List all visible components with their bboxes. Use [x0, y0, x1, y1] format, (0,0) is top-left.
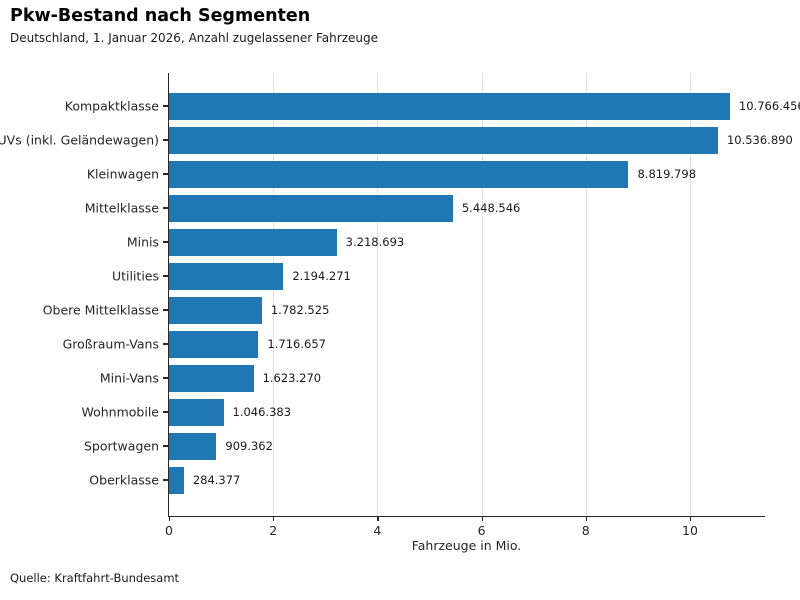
value-label: 1.623.270 — [262, 371, 322, 385]
y-tick-label: Mini-Vans — [99, 370, 159, 386]
y-tick-label: Kompaktklasse — [64, 98, 159, 114]
y-axis-tick-mark — [163, 207, 168, 209]
y-axis-tick-mark — [163, 173, 168, 175]
bar: 2.194.271 — [169, 262, 351, 290]
value-label: 10.536.890 — [726, 133, 793, 147]
bar-row: Utilities 2.194.271 — [112, 259, 765, 293]
bar: 284.377 — [169, 466, 240, 494]
bar: 10.536.890 — [169, 126, 793, 154]
bar-row: SUVs (inkl. Geländewagen) 10.536.890 — [0, 123, 793, 157]
x-axis-tick-mark — [377, 516, 379, 521]
x-tick-label: 6 — [477, 523, 486, 538]
gridline — [273, 73, 275, 516]
x-tick-label: 4 — [373, 523, 382, 538]
bar: 1.782.525 — [169, 296, 329, 324]
bar-rows: Kompaktklasse 10.766.456 SUVs (inkl. Gel… — [0, 89, 800, 497]
y-tick-label: Obere Mittelklasse — [42, 302, 159, 318]
value-label: 909.362 — [225, 439, 273, 453]
bar-row: Obere Mittelklasse 1.782.525 — [43, 293, 765, 327]
x-axis-title: Fahrzeuge in Mio. — [411, 538, 522, 553]
y-axis-tick-mark — [163, 411, 168, 413]
gridline — [481, 73, 483, 516]
y-axis-tick-mark — [163, 377, 168, 379]
value-label: 3.218.693 — [345, 235, 405, 249]
y-tick-label: Wohnmobile — [81, 404, 159, 420]
y-axis-tick-mark — [163, 241, 168, 243]
bar-row: Kompaktklasse 10.766.456 — [65, 89, 800, 123]
y-tick-label: SUVs (inkl. Geländewagen) — [0, 132, 159, 148]
bar: 5.448.546 — [169, 194, 520, 222]
y-axis-tick-mark — [163, 479, 168, 481]
value-label: 10.766.456 — [738, 99, 800, 113]
y-tick-label: Kleinwagen — [86, 166, 159, 182]
y-axis-tick-mark — [163, 275, 168, 277]
bar-row: Großraum-Vans 1.716.657 — [63, 327, 765, 361]
x-tick-label: 10 — [682, 523, 698, 538]
bar: 1.623.270 — [169, 364, 321, 392]
value-label: 284.377 — [192, 473, 241, 487]
bar-row: Sportwagen 909.362 — [84, 429, 765, 463]
bar-row: Oberklasse 284.377 — [89, 463, 765, 497]
x-axis-tick-mark — [169, 516, 171, 521]
y-axis-tick-mark — [163, 105, 168, 107]
bar: 1.716.657 — [169, 330, 326, 358]
bar: 909.362 — [169, 432, 273, 460]
bar-row: Mini-Vans 1.623.270 — [100, 361, 765, 395]
x-tick-label: 0 — [165, 523, 173, 538]
y-tick-label: Minis — [126, 234, 159, 250]
source-note: Quelle: Kraftfahrt-Bundesamt — [10, 571, 180, 585]
bar-row: Minis 3.218.693 — [127, 225, 765, 259]
x-axis-tick-mark — [273, 516, 275, 521]
gridline — [689, 73, 691, 516]
x-axis-tick-mark — [689, 516, 692, 521]
bar-row: Mittelklasse 5.448.546 — [85, 191, 765, 225]
x-tick-label: 8 — [581, 523, 590, 538]
y-tick-label: Mittelklasse — [84, 200, 159, 216]
y-tick-label: Großraum-Vans — [62, 336, 159, 352]
gridline — [377, 73, 379, 516]
chart-subtitle: Deutschland, 1. Januar 2026, Anzahl zuge… — [10, 31, 378, 45]
value-label: 1.716.657 — [267, 337, 326, 351]
x-tick-label: 2 — [269, 523, 278, 538]
gridline — [585, 73, 587, 516]
value-label: 8.819.798 — [637, 167, 697, 181]
y-axis-tick-mark — [163, 343, 168, 345]
y-tick-label: Oberklasse — [89, 472, 159, 488]
bar-row: Kleinwagen 8.819.798 — [87, 157, 765, 191]
y-tick-label: Sportwagen — [84, 438, 159, 454]
x-axis-tick-mark — [585, 516, 587, 521]
bar: 3.218.693 — [169, 228, 404, 256]
bar-row: Wohnmobile 1.046.383 — [81, 395, 765, 429]
y-axis-tick-mark — [163, 445, 168, 447]
plot-area: Kompaktklasse 10.766.456 SUVs (inkl. Gel… — [0, 73, 800, 538]
bar: 1.046.383 — [169, 398, 291, 426]
bar: 10.766.456 — [169, 92, 800, 120]
y-tick-label: Utilities — [111, 268, 159, 284]
y-axis-tick-mark — [163, 309, 168, 311]
y-axis-tick-mark — [163, 139, 168, 141]
bar: 8.819.798 — [169, 160, 696, 188]
value-label: 1.782.525 — [270, 303, 330, 317]
x-axis-tick-mark — [481, 516, 483, 521]
value-label: 1.046.383 — [232, 405, 292, 419]
value-label: 5.448.546 — [461, 201, 521, 215]
value-label: 2.194.271 — [292, 269, 351, 283]
chart-title: Pkw-Bestand nach Segmenten — [10, 6, 311, 26]
